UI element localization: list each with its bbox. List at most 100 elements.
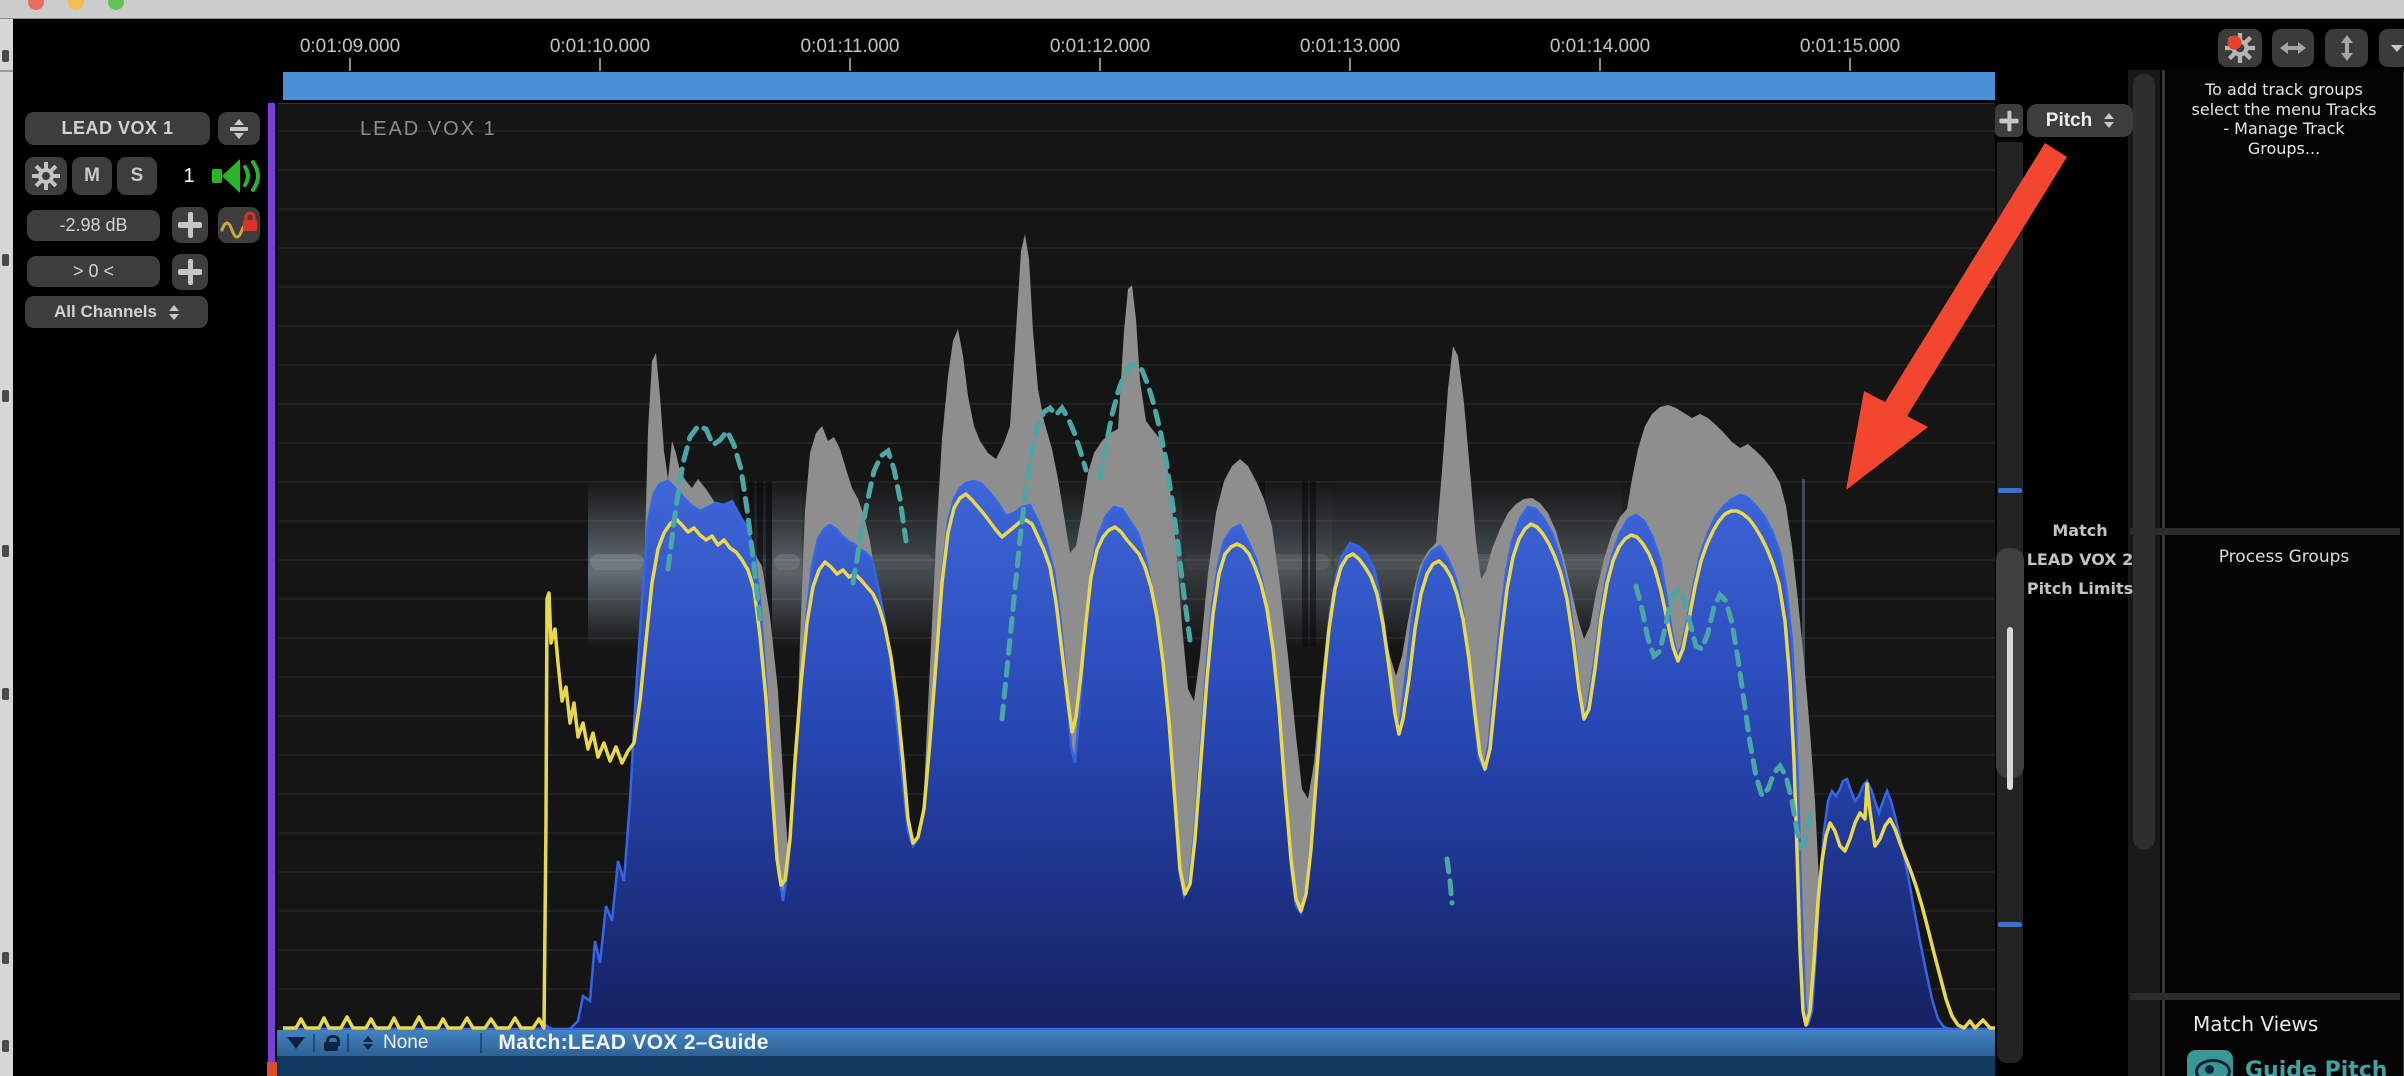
background-window-divider [0,70,13,72]
guide-pitch-item[interactable]: Guide Pitch [2187,1050,2387,1076]
timeline-label: 0:01:09.000 [299,36,401,57]
guide-pitch-trace [1633,583,1815,852]
timeline-tick [349,58,351,71]
gear-icon [32,162,60,190]
timeline-label: 0:01:10.000 [549,36,651,57]
settings-button[interactable] [2218,29,2262,67]
timeline-tick [849,58,851,71]
band-stripe [1310,481,1316,647]
panel-scroll-column[interactable] [2128,70,2160,1076]
pitch-lock-button[interactable] [218,207,260,243]
background-window-text-fragment [2,50,9,62]
chevron-updown-icon [2104,113,2115,128]
horizontal-arrows-icon [2280,42,2306,54]
chevron-updown-icon[interactable] [363,1036,373,1050]
instruction-line: Groups... [2247,138,2321,158]
pitch-limits-strip[interactable] [1996,142,2024,1063]
pitch-limit-marker-upper[interactable] [1998,488,2022,493]
match-limits-line2: LEAD VOX 2 [2026,550,2134,569]
more-options-button[interactable] [2379,29,2404,67]
timeline-tick [1849,58,1851,71]
solo-button[interactable]: S [117,157,157,195]
waveform-view[interactable] [278,103,1995,1033]
guide-pitch-trace [665,422,763,622]
horizontal-zoom-button[interactable] [2272,29,2314,67]
track-edge-highlight [268,103,275,1076]
track-groups-instructions: To add track groups select the menu Trac… [2165,80,2403,158]
timeline-label: 0:01:15.000 [1799,36,1901,57]
view-mode-dropdown[interactable]: Pitch [2027,104,2133,137]
match-limits-line3: Pitch Limits [2026,579,2134,598]
chevron-down-icon [2391,44,2403,52]
guide-pitch-trace [1444,856,1455,906]
session-bar-shadow [277,1056,1995,1076]
waveform-canvas[interactable] [278,104,1995,1033]
guide-pitch-trace [850,446,909,586]
guide-pitch-label: Guide Pitch [2245,1057,2388,1076]
chevron-updown-icon [168,304,179,320]
instruction-line: select the menu Tracks [2191,99,2377,119]
match-limits-caption: Match LEAD VOX 2 Pitch Limits [2024,516,2136,603]
timeline-label: 0:01:11.000 [800,36,900,57]
background-window-text-fragment [2,1040,9,1052]
background-window-sliver [0,18,13,1076]
match-limits-line1: Match [2052,521,2108,540]
lock-icon[interactable] [323,1035,340,1051]
guide-pitch-trace [999,403,1089,722]
vertical-arrows-icon [2340,35,2353,61]
separator [480,1033,483,1053]
background-window-text-fragment [2,254,9,266]
background-window-text-fragment [2,688,9,700]
waveform-lock-icon [220,211,257,239]
window-titlebar [0,0,2404,19]
mute-button[interactable]: M [72,157,112,195]
gear-icon [2225,33,2255,63]
timeline-label: 0:01:12.000 [1049,36,1151,57]
match-views-title: Match Views [2193,1012,2319,1036]
channels-dropdown[interactable]: All Channels [25,296,208,328]
separator [347,1034,349,1052]
panel-divider [2130,528,2400,535]
output-pitch-trace [283,492,1995,1030]
minimize-window-button[interactable] [68,0,84,10]
track-watermark-label: LEAD VOX 1 [360,118,497,140]
channels-dropdown-label: All Channels [54,302,157,321]
background-window-text-fragment [2,952,9,964]
collapse-triangle-icon[interactable] [287,1037,305,1049]
pan-fader-button[interactable] [172,254,208,290]
eye-icon [2187,1050,2233,1076]
instruction-line: - Manage Track [2223,119,2345,138]
track-groups-panel: To add track groups select the menu Trac… [2130,70,2404,1076]
vertical-zoom-button[interactable] [2325,29,2368,67]
track-settings-button[interactable] [25,157,67,195]
add-limit-button[interactable] [1995,104,2023,137]
process-groups-title: Process Groups [2218,547,2350,567]
group-selector[interactable]: None [383,1032,429,1053]
match-block-band [588,479,646,649]
edge-marker [267,1062,277,1076]
band-stripe [1302,481,1308,647]
panel-scrollbar-track[interactable] [2133,74,2155,850]
timeline-range-bar[interactable] [283,72,1995,100]
match-block-band [772,479,802,649]
instruction-line: To add track groups [2205,80,2363,99]
session-bar[interactable]: None Match:LEAD VOX 2–Guide [277,1030,1995,1056]
zoom-window-button[interactable] [108,0,124,10]
close-window-button[interactable] [28,0,44,10]
fader-icon [1999,110,2020,131]
track-name-button[interactable]: LEAD VOX 1 [25,112,210,145]
resize-bar-icon [230,126,248,131]
track-height-button[interactable] [218,112,260,145]
gain-value-button[interactable]: -2.98 dB [27,210,160,241]
channel-count-label: 1 [183,164,195,187]
process-name-label: Match:LEAD VOX 2–Guide [498,1031,769,1054]
pitch-limit-marker-lower[interactable] [1998,922,2022,927]
band-stripe [766,481,772,647]
separator [313,1034,315,1052]
timeline-tick [1099,58,1101,71]
gain-fader-button[interactable] [172,207,208,243]
pan-value-button[interactable]: > 0 < [27,256,160,287]
monitor-speaker-button[interactable] [208,153,264,199]
pitch-scrollbar-thumb[interactable] [2007,627,2013,790]
fader-icon [177,259,203,285]
